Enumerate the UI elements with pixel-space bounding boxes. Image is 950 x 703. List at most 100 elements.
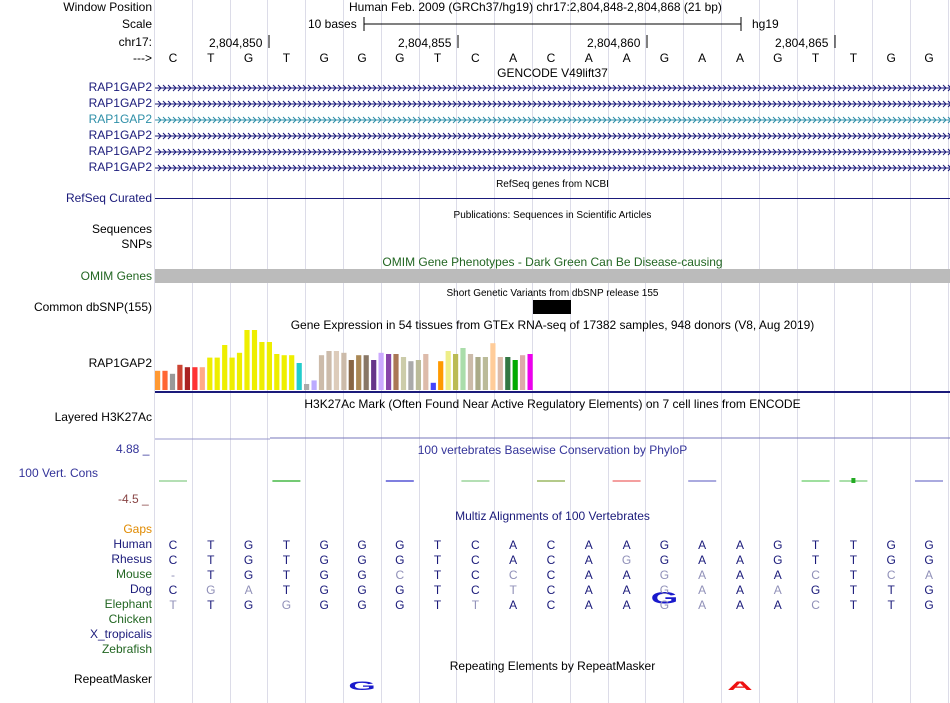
alignment-base: G: [319, 538, 329, 552]
refseq-feature-line[interactable]: [155, 198, 950, 199]
alignment-base: T: [282, 538, 291, 552]
alignment-base: C: [546, 553, 556, 567]
transcript-label[interactable]: RAP1GAP2: [88, 128, 152, 142]
alignment-base: A: [735, 583, 744, 597]
alignment-base: T: [433, 568, 442, 582]
alignment-base: C: [811, 598, 820, 612]
gridline: [834, 0, 835, 703]
refseq-title[interactable]: RefSeq genes from NCBI: [496, 179, 609, 190]
base-letter[interactable]: C: [546, 51, 556, 65]
dbsnp-title[interactable]: Short Genetic Variants from dbSNP releas…: [446, 288, 659, 299]
gtex-title[interactable]: Gene Expression in 54 tissues from GTEx …: [290, 318, 815, 332]
h3k27ac-label[interactable]: Layered H3K27Ac: [54, 410, 152, 424]
alignment-base: C: [546, 598, 556, 612]
phylop-label[interactable]: 100 Vert. Cons: [18, 466, 98, 480]
transcript-line[interactable]: [155, 147, 950, 157]
base-letter[interactable]: A: [735, 51, 744, 65]
transcript-line[interactable]: [155, 131, 950, 141]
base-letter[interactable]: G: [319, 51, 329, 65]
base-letter[interactable]: G: [357, 51, 367, 65]
gridline: [230, 0, 231, 703]
alignment-base: G: [319, 583, 329, 597]
base-letter[interactable]: T: [849, 51, 858, 65]
alignment-base: A: [735, 568, 744, 582]
alignment-base: C: [546, 568, 556, 582]
omim-feature-bar[interactable]: [155, 269, 950, 283]
base-letter[interactable]: T: [282, 51, 291, 65]
alignment-base: A: [622, 598, 631, 612]
base-letter[interactable]: C: [471, 51, 480, 65]
base-letter[interactable]: T: [811, 51, 820, 65]
transcript-line[interactable]: [155, 99, 950, 109]
omim-title[interactable]: OMIM Gene Phenotypes - Dark Green Can Be…: [382, 255, 723, 269]
transcript-line[interactable]: [155, 115, 950, 125]
transcript-label[interactable]: RAP1GAP2: [88, 112, 152, 126]
species-label[interactable]: Mouse: [115, 567, 152, 581]
alignment-base: C: [395, 568, 405, 582]
base-gridlines: [154, 0, 950, 703]
assembly-label: hg19: [752, 17, 779, 31]
transcript-line[interactable]: [155, 83, 950, 93]
ruler-tick-label: 2,804,865: [775, 36, 829, 50]
dbsnp-variant[interactable]: [533, 300, 571, 314]
base-letter[interactable]: G: [243, 51, 254, 65]
alignment-base: T: [169, 598, 177, 612]
alignment-base: T: [282, 583, 291, 597]
alignment-base: A: [735, 538, 744, 552]
base-letter[interactable]: A: [622, 51, 631, 65]
transcript-label[interactable]: RAP1GAP2: [88, 144, 152, 158]
species-label[interactable]: Human: [113, 537, 152, 551]
dbsnp-label[interactable]: Common dbSNP(155): [33, 300, 152, 314]
base-letter[interactable]: G: [924, 51, 934, 65]
h3k27ac-title[interactable]: H3K27Ac Mark (Often Found Near Active Re…: [304, 397, 801, 411]
alignment-base: C: [471, 538, 480, 552]
alignment-base: T: [849, 583, 858, 597]
alignment-base: A: [698, 553, 707, 567]
base-letter[interactable]: A: [509, 51, 518, 65]
base-letter[interactable]: A: [698, 51, 707, 65]
alignment-base: A: [244, 583, 253, 597]
snps-label[interactable]: SNPs: [121, 237, 152, 251]
transcript-line[interactable]: [155, 163, 950, 173]
repeatmasker-label[interactable]: RepeatMasker: [73, 672, 152, 686]
species-label[interactable]: Rhesus: [111, 552, 152, 566]
gaps-label[interactable]: Gaps: [123, 522, 152, 536]
base-letter[interactable]: T: [433, 51, 442, 65]
base-letter[interactable]: C: [168, 51, 178, 65]
alignment-base: A: [509, 598, 518, 612]
alignment-base: G: [319, 553, 329, 567]
species-label[interactable]: X_tropicalis: [89, 627, 152, 641]
position-text[interactable]: Human Feb. 2009 (GRCh37/hg19) chr17:2,80…: [349, 0, 722, 14]
base-letter[interactable]: G: [659, 51, 670, 65]
gencode-title[interactable]: GENCODE V49lift37: [497, 66, 608, 80]
alignment-base: T: [471, 598, 480, 612]
species-label[interactable]: Elephant: [104, 597, 152, 611]
base-letter[interactable]: A: [584, 51, 593, 65]
refseq-label[interactable]: RefSeq Curated: [65, 191, 152, 205]
transcript-label[interactable]: RAP1GAP2: [88, 96, 152, 110]
base-letter[interactable]: G: [395, 51, 405, 65]
alignment-base: T: [282, 553, 291, 567]
transcript-label[interactable]: RAP1GAP2: [88, 80, 152, 94]
repeatmasker-title[interactable]: Repeating Elements by RepeatMasker: [449, 659, 656, 673]
ruler-tick-label: 2,804,855: [398, 36, 452, 50]
transcript-label[interactable]: RAP1GAP2: [88, 160, 152, 174]
alignment-base: T: [282, 568, 291, 582]
gridline: [948, 0, 949, 703]
multiz-title[interactable]: Multiz Alignments of 100 Vertebrates: [455, 509, 650, 523]
species-label[interactable]: Dog: [129, 582, 152, 596]
phylop-title[interactable]: 100 vertebrates Basewise Conservation by…: [417, 443, 688, 457]
alignment-base: T: [433, 583, 442, 597]
base-letter[interactable]: T: [207, 51, 215, 65]
gtex-gene-label[interactable]: RAP1GAP2: [88, 356, 152, 370]
sequences-label[interactable]: Sequences: [91, 222, 152, 236]
alignment-base: G: [357, 583, 367, 597]
base-letter[interactable]: G: [886, 51, 896, 65]
species-label[interactable]: Chicken: [108, 612, 152, 626]
alignment-base: A: [698, 538, 707, 552]
publications-title[interactable]: Publications: Sequences in Scientific Ar…: [453, 210, 652, 221]
omim-label[interactable]: OMIM Genes: [80, 269, 152, 283]
species-label[interactable]: Zebrafish: [101, 642, 152, 656]
ruler-tick-label: 2,804,860: [587, 36, 641, 50]
base-letter[interactable]: G: [773, 51, 783, 65]
